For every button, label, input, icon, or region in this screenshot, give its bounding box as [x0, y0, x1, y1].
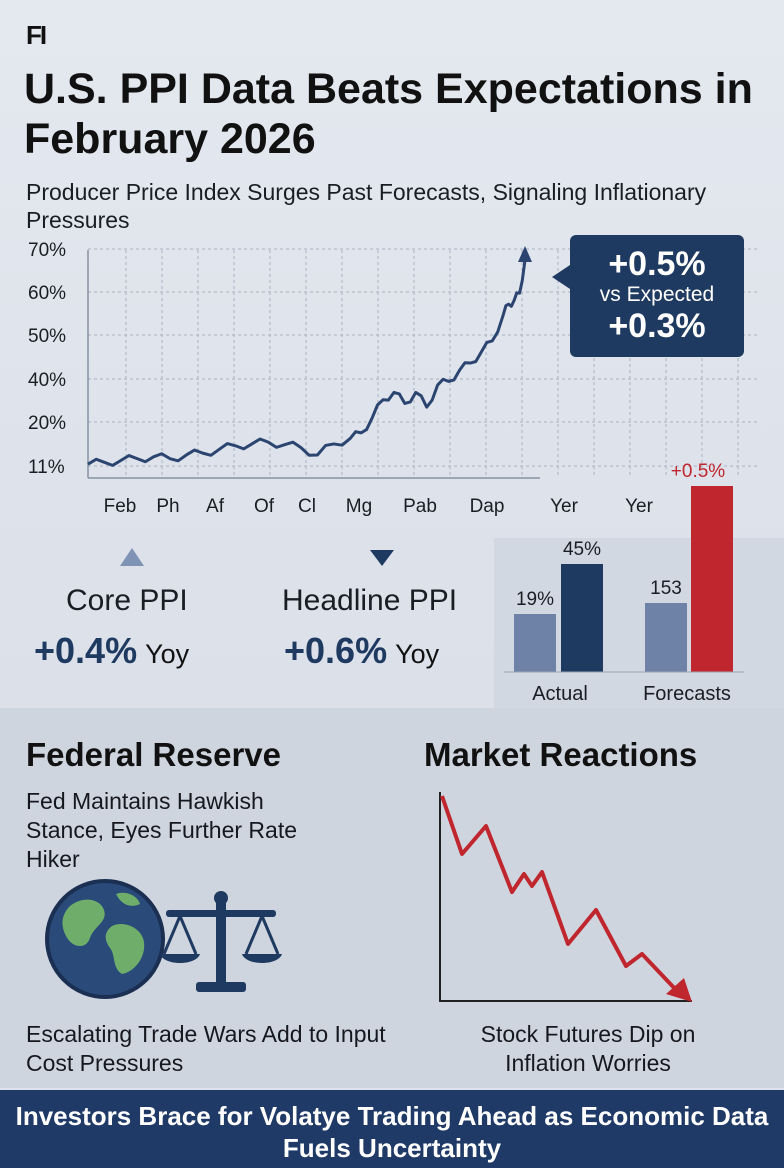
market-reactions-caption: Stock Futures Dip on Inflation Worries [480, 1021, 696, 1076]
headline-ppi-number: +0.6% [284, 630, 388, 671]
federal-reserve-text: Fed Maintains Hawkish Stance, Eyes Furth… [26, 788, 298, 872]
x-tick-label: Ph [156, 496, 179, 517]
y-tick-label: 20% [28, 413, 66, 434]
federal-reserve-title: Federal Reserve [26, 736, 281, 773]
x-tick-label: Feb [104, 496, 137, 517]
page-title: U.S. PPI Data Beats Expectations in Febr… [24, 65, 753, 163]
page-subtitle: Producer Price Index Surges Past Forecas… [26, 179, 707, 233]
bar-category-label: Forecasts [643, 683, 731, 705]
x-tick-label: Dap [470, 496, 505, 517]
y-tick-label: 40% [28, 370, 66, 391]
bar-value-label: 19% [516, 589, 554, 610]
down-trend-arrow-icon [439, 792, 692, 1002]
core-ppi-value: +0.4% Yoy [34, 630, 189, 672]
bar-value-label: +0.5% [671, 461, 726, 482]
x-tick-label: Mg [346, 496, 372, 517]
market-reactions-title: Market Reactions [424, 736, 698, 773]
core-ppi-label: Core PPI [66, 584, 188, 617]
federal-reserve-caption: Escalating Trade Wars Add to Input Cost … [26, 1021, 386, 1076]
x-tick-label: Af [206, 496, 225, 517]
y-tick-label: 70% [28, 240, 66, 261]
x-tick-label: Cl [298, 496, 316, 517]
expectation-callout: +0.5% vs Expected +0.3% [552, 235, 744, 357]
x-tick-label: Yer [550, 496, 578, 517]
bar-value-label: 153 [650, 578, 682, 599]
x-tick-label: Yer [625, 496, 653, 517]
y-tick-label: 60% [28, 283, 66, 304]
triangle-up-icon [120, 548, 144, 566]
y-tick-label: 11% [28, 457, 65, 478]
footer-banner: Investors Brace for Volatye Trading Ahea… [0, 1090, 784, 1168]
callout-actual: +0.5% [608, 245, 706, 283]
bar [514, 614, 556, 672]
callout-expected: +0.3% [608, 307, 706, 345]
bar [691, 486, 733, 672]
bar [561, 564, 603, 672]
x-tick-label: Pab [403, 496, 437, 517]
core-ppi-suffix: Yoy [145, 639, 190, 669]
triangle-down-icon [370, 550, 394, 566]
globe-icon [45, 879, 165, 999]
ppi-series-line [87, 259, 527, 467]
bar-value-label: 45% [563, 539, 601, 560]
headline-ppi-suffix: Yoy [395, 639, 440, 669]
x-tick-label: Of [254, 496, 275, 517]
bar-category-label: Actual [532, 683, 588, 705]
actual-vs-forecast-bar-chart: 19% 45% 153 +0.5% Actual Forecasts [504, 461, 744, 705]
y-tick-label: 50% [28, 326, 66, 347]
series-arrowhead [518, 246, 532, 263]
core-ppi-number: +0.4% [34, 630, 138, 671]
bar [645, 603, 687, 672]
callout-vs-label: vs Expected [599, 283, 715, 306]
headline-ppi-value: +0.6% Yoy [284, 630, 439, 672]
scales-icon [160, 891, 282, 992]
headline-ppi-label: Headline PPI [282, 584, 458, 617]
logo: FI [26, 20, 47, 50]
